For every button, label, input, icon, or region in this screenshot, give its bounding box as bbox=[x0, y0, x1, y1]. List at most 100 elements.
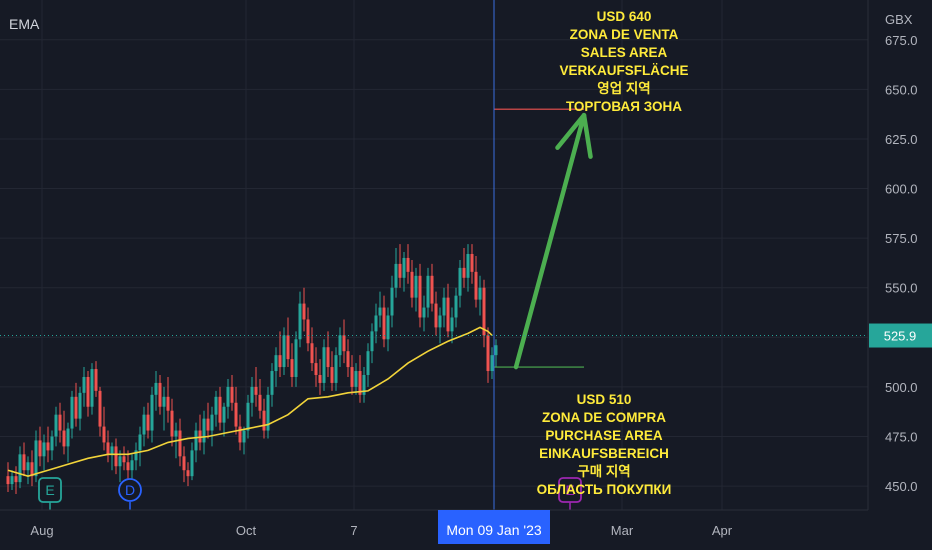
candle[interactable] bbox=[334, 347, 338, 391]
candle[interactable] bbox=[186, 462, 190, 487]
candle[interactable] bbox=[350, 355, 354, 395]
earnings-event-icon[interactable]: E bbox=[558, 477, 582, 510]
candle[interactable] bbox=[458, 259, 462, 308]
candle[interactable] bbox=[74, 382, 78, 427]
candle[interactable] bbox=[214, 390, 218, 427]
candle[interactable] bbox=[318, 359, 322, 395]
sell-zone-text[interactable]: USD 640 ZONA DE VENTA SALES AREA VERKAUFSFL… bbox=[559, 8, 688, 116]
candle[interactable] bbox=[370, 323, 374, 364]
candle[interactable] bbox=[194, 422, 198, 463]
candle[interactable] bbox=[234, 386, 238, 435]
candle[interactable] bbox=[94, 361, 98, 397]
candle[interactable] bbox=[398, 244, 402, 288]
candle[interactable] bbox=[30, 450, 34, 487]
candle[interactable] bbox=[82, 367, 86, 407]
candle[interactable] bbox=[138, 426, 142, 467]
candle[interactable] bbox=[382, 295, 386, 348]
candle[interactable] bbox=[154, 371, 158, 411]
candle[interactable] bbox=[226, 378, 230, 419]
candle[interactable] bbox=[106, 430, 110, 463]
candle[interactable] bbox=[462, 248, 466, 288]
candle[interactable] bbox=[298, 291, 302, 348]
candle[interactable] bbox=[18, 446, 22, 489]
candle[interactable] bbox=[250, 376, 254, 417]
candle[interactable] bbox=[438, 307, 442, 344]
candle[interactable] bbox=[202, 410, 206, 455]
candle[interactable] bbox=[166, 376, 170, 423]
candle[interactable] bbox=[254, 367, 258, 407]
candle[interactable] bbox=[46, 426, 50, 463]
candle[interactable] bbox=[66, 422, 70, 463]
candle[interactable] bbox=[430, 263, 434, 312]
candle[interactable] bbox=[158, 374, 162, 415]
candle[interactable] bbox=[342, 319, 346, 364]
candle[interactable] bbox=[470, 244, 474, 284]
candle[interactable] bbox=[270, 363, 274, 407]
candle[interactable] bbox=[230, 374, 234, 411]
candle[interactable] bbox=[118, 450, 122, 483]
candle[interactable] bbox=[366, 343, 370, 387]
candle[interactable] bbox=[70, 390, 74, 439]
indicator-label[interactable]: EMA bbox=[9, 16, 40, 32]
candle[interactable] bbox=[134, 442, 138, 471]
candle[interactable] bbox=[262, 398, 266, 439]
candle[interactable] bbox=[90, 363, 94, 415]
candle[interactable] bbox=[446, 283, 450, 338]
candle[interactable] bbox=[14, 466, 18, 495]
candle[interactable] bbox=[402, 252, 406, 292]
candle[interactable] bbox=[238, 414, 242, 451]
candle[interactable] bbox=[302, 287, 306, 332]
candle[interactable] bbox=[466, 244, 470, 292]
candle[interactable] bbox=[394, 248, 398, 298]
candle[interactable] bbox=[294, 331, 298, 387]
candle[interactable] bbox=[6, 462, 10, 493]
candle[interactable] bbox=[98, 386, 102, 437]
candle[interactable] bbox=[122, 446, 126, 471]
candle[interactable] bbox=[102, 406, 106, 451]
candle[interactable] bbox=[414, 267, 418, 312]
candle[interactable] bbox=[390, 275, 394, 328]
candle[interactable] bbox=[374, 303, 378, 344]
candle[interactable] bbox=[54, 406, 58, 447]
candle[interactable] bbox=[58, 402, 62, 443]
candle[interactable] bbox=[126, 450, 130, 483]
candle[interactable] bbox=[206, 402, 210, 439]
candle[interactable] bbox=[38, 426, 42, 467]
candle[interactable] bbox=[286, 317, 290, 368]
dividend-event-icon[interactable]: D bbox=[118, 478, 142, 510]
candle[interactable] bbox=[178, 418, 182, 467]
target-arrow[interactable] bbox=[513, 112, 593, 370]
candle[interactable] bbox=[490, 347, 494, 379]
candle[interactable] bbox=[242, 426, 246, 455]
candle[interactable] bbox=[114, 438, 118, 475]
candle[interactable] bbox=[314, 347, 318, 387]
candle[interactable] bbox=[210, 406, 214, 447]
buy-zone-text[interactable]: USD 510 ZONA DE COMPRA PURCHASE AREA EINKAU… bbox=[537, 391, 672, 499]
candle[interactable] bbox=[62, 410, 66, 455]
candle[interactable] bbox=[426, 267, 430, 318]
candle[interactable] bbox=[410, 259, 414, 308]
candle[interactable] bbox=[450, 307, 454, 344]
candle[interactable] bbox=[422, 295, 426, 332]
candle[interactable] bbox=[378, 291, 382, 328]
candle[interactable] bbox=[42, 434, 46, 471]
candle[interactable] bbox=[310, 327, 314, 372]
candle[interactable] bbox=[146, 402, 150, 439]
candle[interactable] bbox=[358, 355, 362, 403]
candle[interactable] bbox=[86, 371, 90, 417]
candle[interactable] bbox=[290, 343, 294, 387]
candle[interactable] bbox=[218, 386, 222, 431]
earnings-event-icon[interactable]: E bbox=[38, 477, 62, 510]
candle[interactable] bbox=[306, 307, 310, 352]
candle[interactable] bbox=[258, 378, 262, 419]
candle[interactable] bbox=[22, 442, 26, 477]
candle[interactable] bbox=[474, 255, 478, 308]
candle[interactable] bbox=[494, 339, 498, 368]
candle[interactable] bbox=[406, 244, 410, 284]
candle[interactable] bbox=[182, 446, 186, 483]
candle[interactable] bbox=[354, 363, 358, 395]
candle[interactable] bbox=[442, 287, 446, 328]
candle[interactable] bbox=[346, 339, 350, 377]
